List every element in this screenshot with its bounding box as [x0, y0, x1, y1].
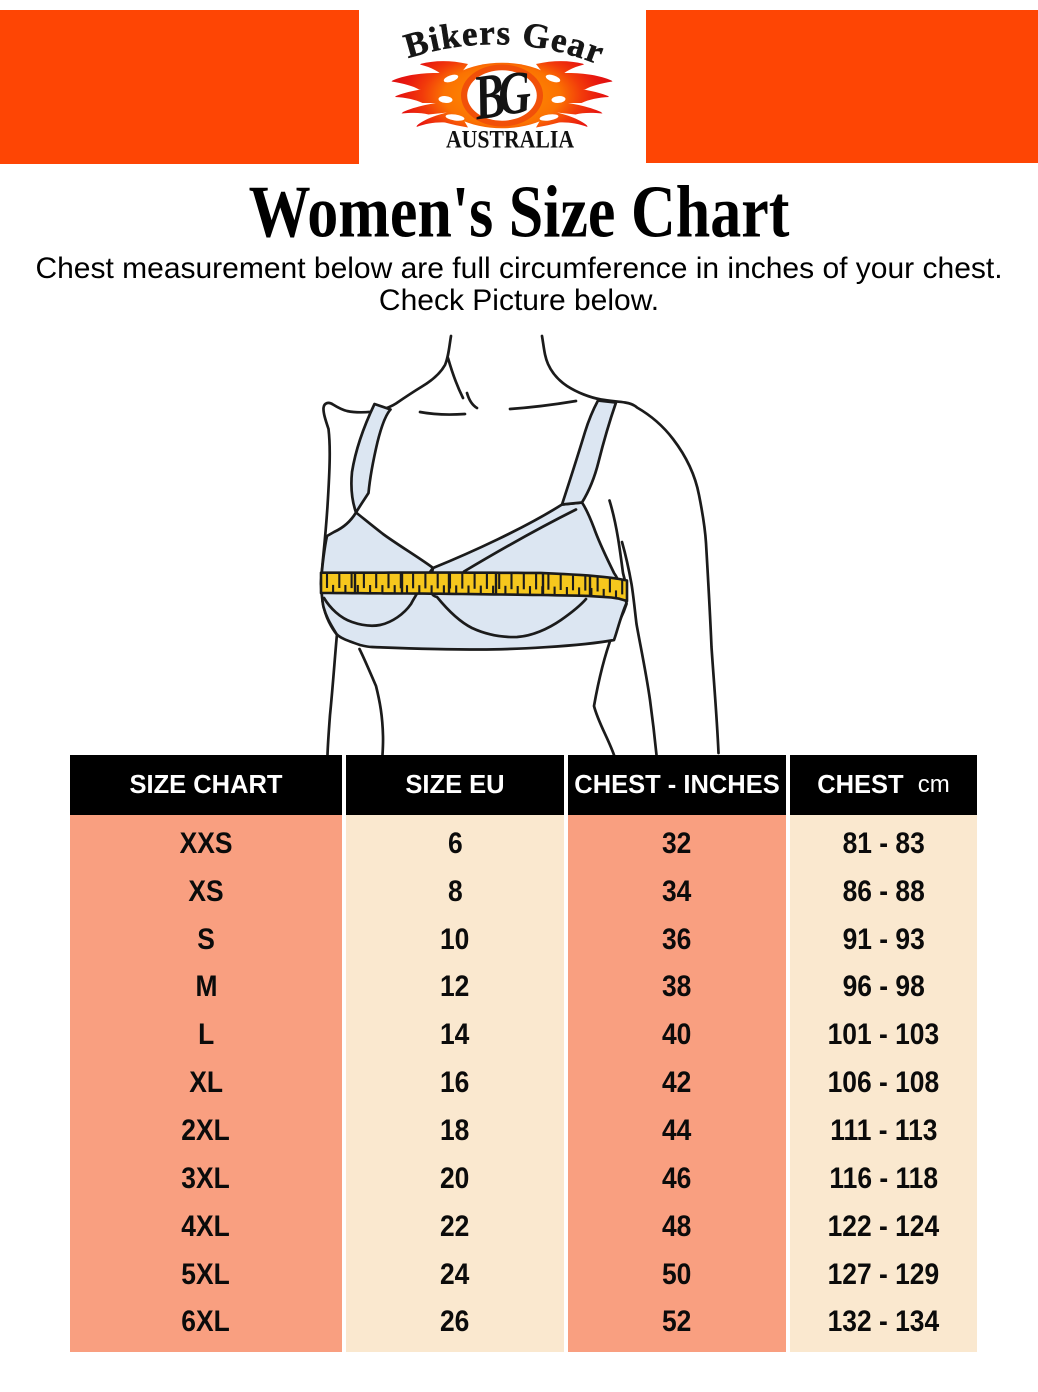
svg-text:G: G: [495, 57, 533, 128]
svg-text:AUSTRALIA: AUSTRALIA: [446, 126, 574, 154]
